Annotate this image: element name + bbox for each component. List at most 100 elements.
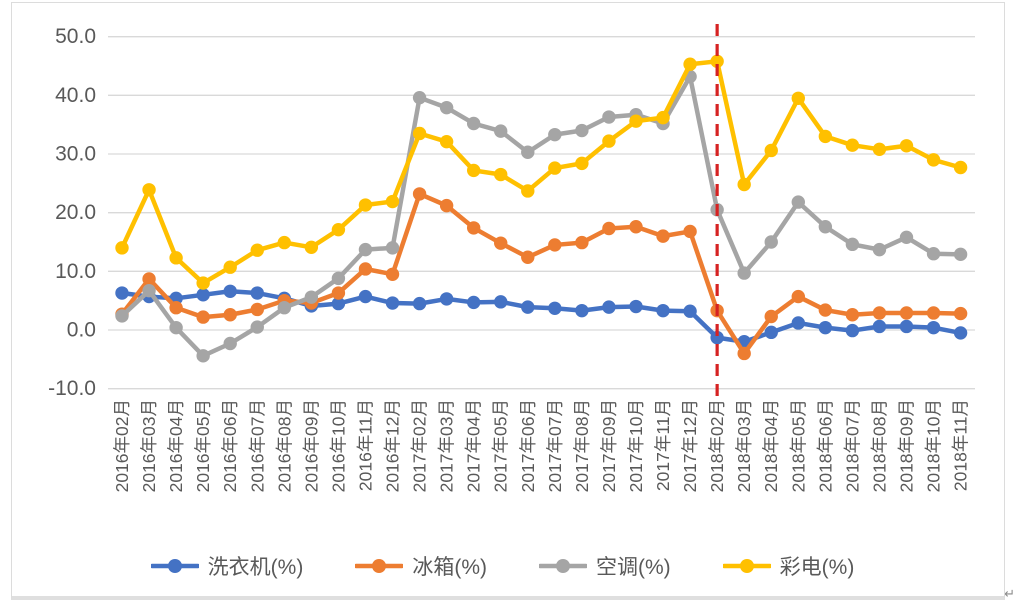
x-axis-label: 2017年03月 (437, 399, 457, 492)
data-point-空调(%)-2016年09月 (304, 290, 319, 304)
x-axis-label: 2018年04月 (761, 399, 781, 492)
y-axis-label: 20.0 (55, 201, 96, 224)
data-point-冰箱(%)-2016年04月 (169, 301, 183, 315)
data-point-彩电(%)-2017年05月 (494, 167, 508, 182)
x-axis-label: 2018年10月 (924, 399, 944, 492)
data-point-洗衣机(%)-2016年05月 (196, 288, 210, 302)
data-point-彩电(%)-2016年10月 (331, 222, 346, 237)
data-point-空调(%)-2016年08月 (277, 301, 292, 315)
data-point-彩电(%)-2017年04月 (466, 163, 481, 178)
x-axis-label: 2017年08月 (572, 399, 592, 492)
data-point-洗衣机(%)-2016年02月 (115, 286, 129, 300)
data-point-空调(%)-2018年09月 (899, 230, 914, 245)
x-axis-label: 2016年07月 (247, 399, 267, 492)
paragraph-mark: ↵ (1004, 586, 1015, 601)
x-axis-label: 2017年05月 (491, 399, 511, 492)
data-point-洗衣机(%)-2016年07月 (250, 286, 264, 300)
data-point-彩电(%)-2016年07月 (250, 243, 264, 257)
chart-legend: 洗衣机(%) 冰箱(%) 空调(%) 彩电(%) (0, 551, 1005, 581)
data-point-彩电(%)-2018年08月 (872, 142, 887, 157)
data-point-洗衣机(%)-2017年04月 (466, 295, 481, 310)
data-point-洗衣机(%)-2017年06月 (521, 300, 535, 314)
data-point-冰箱(%)-2017年11月 (656, 229, 670, 243)
data-point-彩电(%)-2016年06月 (223, 260, 237, 274)
data-point-空调(%)-2017年04月 (466, 116, 481, 131)
x-axis-label: 2016年09月 (301, 399, 321, 492)
data-point-洗衣机(%)-2016年06月 (223, 284, 237, 298)
data-point-洗衣机(%)-2018年02月 (710, 330, 724, 345)
x-axis-label: 2018年03月 (734, 399, 754, 492)
legend-label-washing-machine: 洗衣机(%) (207, 556, 304, 579)
data-point-冰箱(%)-2016年07月 (250, 302, 264, 317)
data-point-洗衣机(%)-2016年11月 (358, 289, 373, 304)
x-axis-label: 2016年02月 (112, 399, 132, 492)
data-point-冰箱(%)-2016年06月 (223, 308, 237, 322)
x-axis-label: 2016年03月 (139, 399, 159, 492)
data-point-洗衣机(%)-2018年11月 (953, 326, 968, 340)
y-axis-label: -10.0 (48, 377, 96, 400)
data-point-空调(%)-2016年05月 (196, 349, 210, 363)
data-point-冰箱(%)-2018年08月 (872, 306, 887, 320)
data-point-冰箱(%)-2017年04月 (466, 221, 481, 235)
data-point-空调(%)-2018年06月 (818, 220, 833, 234)
data-point-洗衣机(%)-2018年04月 (764, 325, 778, 340)
data-point-空调(%)-2018年04月 (764, 235, 778, 249)
y-axis-label: 10.0 (55, 260, 96, 283)
data-point-冰箱(%)-2017年09月 (602, 221, 616, 236)
data-point-空调(%)-2016年12月 (385, 241, 400, 255)
data-point-洗衣机(%)-2016年12月 (385, 296, 400, 310)
data-point-彩电(%)-2018年05月 (791, 91, 805, 105)
data-point-彩电(%)-2017年10月 (629, 114, 643, 128)
legend-label-air-conditioner: 空调(%) (596, 556, 671, 579)
data-point-空调(%)-2016年03月 (142, 283, 156, 298)
data-point-彩电(%)-2017年03月 (439, 134, 454, 149)
data-point-彩电(%)-2016年03月 (142, 183, 156, 197)
data-point-洗衣机(%)-2017年07月 (548, 301, 562, 315)
data-point-彩电(%)-2016年11月 (358, 198, 373, 212)
data-point-彩电(%)-2017年06月 (521, 184, 535, 198)
x-axis-label: 2017年07月 (545, 399, 565, 492)
data-point-空调(%)-2017年05月 (494, 124, 508, 138)
data-point-彩电(%)-2018年03月 (737, 177, 751, 192)
x-axis-label: 2017年10月 (626, 399, 646, 492)
legend-item-air-conditioner: 空调(%) (539, 551, 671, 581)
data-point-彩电(%)-2017年09月 (602, 134, 616, 148)
data-point-彩电(%)-2017年08月 (575, 156, 589, 171)
data-point-空调(%)-2017年07月 (548, 127, 562, 142)
data-point-冰箱(%)-2018年07月 (845, 308, 860, 322)
legend-label-color-tv: 彩电(%) (779, 556, 855, 579)
data-point-洗衣机(%)-2017年10月 (629, 299, 643, 314)
data-point-冰箱(%)-2017年08月 (575, 235, 589, 250)
y-axis-label: 0.0 (67, 319, 96, 342)
data-point-彩电(%)-2016年09月 (304, 240, 319, 254)
x-axis-label: 2018年05月 (788, 399, 808, 492)
data-point-洗衣机(%)-2017年12月 (683, 304, 697, 318)
legend-marker-washing-machine-icon (150, 559, 199, 573)
x-axis-label: 2016年05月 (193, 399, 213, 492)
data-point-洗衣机(%)-2017年02月 (412, 296, 427, 311)
data-point-彩电(%)-2016年12月 (385, 194, 400, 209)
x-axis-label: 2017年02月 (410, 399, 430, 492)
data-point-冰箱(%)-2017年02月 (412, 187, 427, 201)
data-point-洗衣机(%)-2017年09月 (602, 300, 616, 314)
x-axis-label: 2016年04月 (166, 399, 186, 492)
legend-marker-air-conditioner-icon (539, 559, 587, 573)
data-point-冰箱(%)-2016年05月 (196, 310, 210, 324)
data-point-彩电(%)-2018年07月 (845, 138, 860, 152)
data-point-空调(%)-2016年11月 (358, 242, 373, 257)
x-axis-label: 2017年06月 (518, 399, 538, 492)
data-point-彩电(%)-2018年02月 (710, 54, 724, 69)
data-point-冰箱(%)-2016年03月 (142, 272, 156, 286)
legend-item-fridge: 冰箱(%) (355, 551, 487, 581)
data-point-彩电(%)-2018年06月 (818, 129, 833, 144)
legend-item-washing-machine: 洗衣机(%) (150, 551, 304, 581)
x-axis-label: 2018年11月 (951, 399, 971, 491)
data-point-洗衣机(%)-2017年05月 (494, 295, 508, 309)
data-point-彩电(%)-2017年12月 (683, 57, 697, 71)
data-point-彩电(%)-2018年10月 (926, 153, 941, 167)
data-point-洗衣机(%)-2018年06月 (818, 320, 833, 335)
x-axis-label: 2017年04月 (464, 399, 484, 492)
data-point-冰箱(%)-2017年05月 (494, 236, 508, 250)
